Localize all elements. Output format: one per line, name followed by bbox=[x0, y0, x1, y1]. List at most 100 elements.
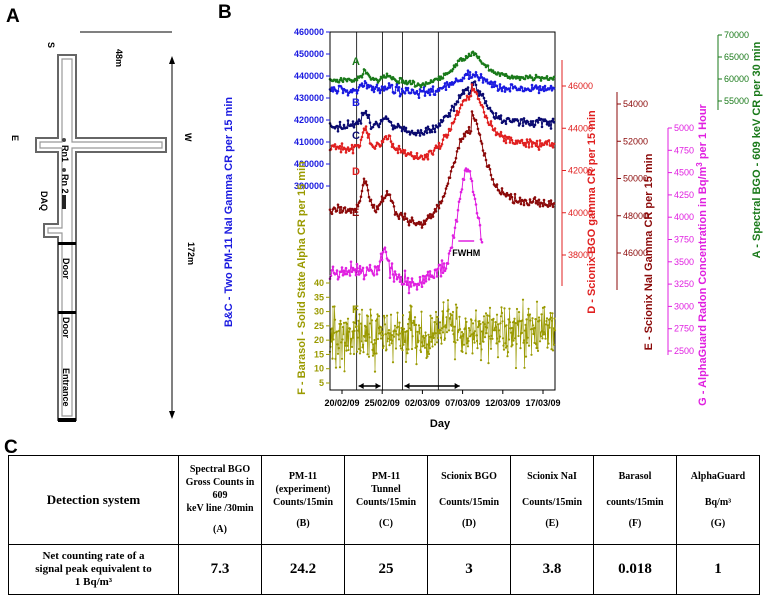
series-e-point bbox=[462, 132, 466, 136]
series-g-point bbox=[402, 282, 406, 286]
axis-bc: 390000 400000 410000 420000 430000 440000 4500… bbox=[294, 27, 331, 191]
series-f-point bbox=[340, 341, 343, 344]
series-b-point bbox=[334, 89, 338, 92]
series-c-point bbox=[438, 124, 442, 127]
series-f-point bbox=[524, 355, 528, 358]
series-e-point bbox=[459, 140, 463, 143]
series-b-point bbox=[332, 86, 336, 89]
series-f-point bbox=[475, 339, 479, 343]
series-f-point bbox=[550, 319, 554, 322]
axis-d-tick-label: 46000 bbox=[568, 81, 593, 91]
header-col-b: PM-11 (experiment) Counts/15min (B) bbox=[261, 455, 345, 545]
axis-bc-tick-label: 410000 bbox=[294, 137, 324, 147]
series-d-point bbox=[482, 110, 486, 114]
series-d-point bbox=[343, 147, 347, 151]
series-d-point bbox=[432, 149, 436, 152]
series-e-point bbox=[497, 189, 501, 192]
row-label: Net counting rate of a signal peak equiv… bbox=[8, 543, 179, 596]
series-e-point bbox=[481, 149, 485, 152]
series-c-point bbox=[367, 113, 371, 117]
series-f-point bbox=[436, 336, 440, 340]
series-layer: A B C D E F G bbox=[328, 50, 557, 373]
series-f-point bbox=[341, 326, 345, 329]
series-e-point bbox=[431, 215, 435, 218]
series-e-point bbox=[536, 203, 540, 206]
series-e-point bbox=[471, 114, 475, 117]
series-f-point bbox=[453, 358, 457, 361]
series-f-point bbox=[544, 323, 548, 326]
series-g-point bbox=[350, 270, 354, 274]
series-a-point bbox=[335, 78, 339, 82]
series-f-point bbox=[509, 331, 513, 334]
series-a-point bbox=[339, 76, 343, 80]
series-f-point bbox=[527, 307, 530, 310]
header-col-d: Scionix BGO Counts/15min (D) bbox=[427, 455, 511, 545]
series-d-point bbox=[360, 135, 364, 139]
series-b-point bbox=[479, 73, 483, 76]
series-c-point bbox=[466, 86, 470, 89]
series-a-point bbox=[415, 84, 419, 87]
series-c-point bbox=[548, 120, 552, 123]
series-f-point bbox=[402, 343, 405, 346]
series-a-point bbox=[453, 65, 457, 69]
series-f-point bbox=[399, 347, 403, 350]
series-f-point bbox=[371, 348, 374, 351]
series-f-point bbox=[426, 350, 430, 353]
series-g-point bbox=[343, 272, 347, 276]
series-a-point bbox=[545, 75, 549, 78]
series-b-point bbox=[477, 78, 481, 82]
series-a-point bbox=[466, 55, 470, 59]
series-e-point bbox=[411, 219, 415, 222]
series-c-point bbox=[404, 126, 408, 130]
series-c-point bbox=[460, 92, 464, 96]
series-d-point bbox=[550, 142, 554, 145]
series-c-point bbox=[462, 92, 466, 95]
series-d-point bbox=[386, 137, 390, 141]
series-c-point bbox=[504, 122, 508, 125]
panel-c-letter-wrap: C bbox=[4, 437, 18, 458]
series-f-point bbox=[493, 327, 496, 330]
series-g-point bbox=[380, 258, 384, 262]
series-b-point bbox=[372, 90, 376, 94]
series-f-point bbox=[381, 346, 385, 350]
series-d-point bbox=[439, 145, 443, 148]
series-e-point bbox=[328, 208, 332, 211]
series-f-point bbox=[475, 334, 478, 337]
series-d-point bbox=[426, 157, 430, 161]
series-d-point bbox=[346, 146, 350, 149]
series-e-point bbox=[494, 185, 498, 189]
series-f-point bbox=[396, 311, 399, 314]
series-g-point bbox=[419, 281, 423, 284]
series-c-point bbox=[436, 126, 440, 129]
series-f-point bbox=[354, 307, 357, 310]
series-f-point bbox=[456, 338, 459, 342]
series-f-point bbox=[402, 327, 406, 330]
series-e-point bbox=[338, 211, 342, 214]
series-g-point bbox=[389, 266, 393, 270]
series-c-point bbox=[530, 123, 534, 127]
series-g-point bbox=[428, 270, 432, 273]
axis-f: 5 10 15 20 25 30 35 40 bbox=[314, 276, 331, 390]
series-f-point bbox=[330, 327, 334, 330]
series-d-point bbox=[503, 134, 507, 138]
series-a-point bbox=[368, 75, 372, 79]
series-b-point bbox=[536, 86, 540, 89]
series-f-point bbox=[406, 352, 409, 355]
axis-g-tick-label: 3500 bbox=[674, 257, 694, 267]
col-a-line3: keV line /30min bbox=[186, 503, 254, 515]
panel-label-a: A bbox=[6, 6, 20, 27]
south-label: S bbox=[46, 42, 56, 48]
series-d-point bbox=[422, 158, 426, 161]
series-c-point bbox=[551, 117, 555, 121]
x-axis-title: Day bbox=[430, 418, 451, 430]
series-e-point bbox=[335, 209, 339, 212]
col-e-line3: Counts/15min bbox=[521, 496, 582, 508]
series-b-point bbox=[364, 81, 368, 85]
row-label-line3: 1 Bq/m³ bbox=[74, 575, 113, 588]
series-f-point bbox=[511, 343, 514, 346]
series-e-point bbox=[533, 196, 537, 199]
series-f-point bbox=[447, 329, 451, 332]
series-g-point bbox=[347, 269, 351, 273]
axis-bc-tick-label: 400000 bbox=[294, 159, 324, 169]
series-f-point bbox=[426, 355, 429, 358]
